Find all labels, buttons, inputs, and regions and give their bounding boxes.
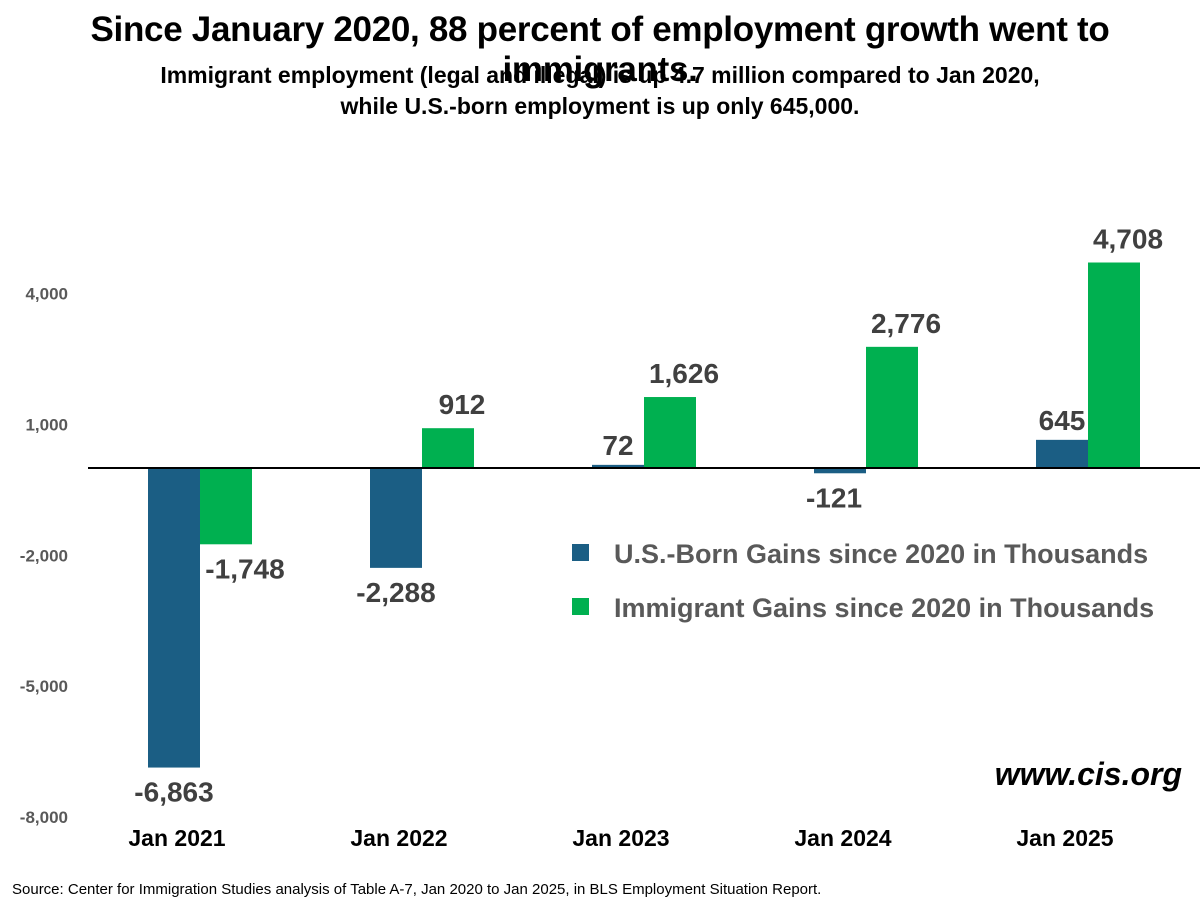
legend-label-immigrant: Immigrant Gains since 2020 in Thousands xyxy=(614,593,1154,623)
x-tick-label: Jan 2023 xyxy=(572,825,669,851)
legend-label-us-born: U.S.-Born Gains since 2020 in Thousands xyxy=(614,539,1148,569)
immigrant-data-label: 912 xyxy=(439,389,486,420)
us-born-bar xyxy=(370,468,422,568)
x-tick-label: Jan 2021 xyxy=(128,825,225,851)
us-born-data-label: 72 xyxy=(602,430,633,461)
immigrant-data-label: 4,708 xyxy=(1093,224,1163,255)
y-tick-label: -5,000 xyxy=(20,677,68,696)
y-tick-label: 4,000 xyxy=(25,284,68,303)
immigrant-bar xyxy=(866,346,918,468)
us-born-bar xyxy=(148,468,200,768)
x-tick-label: Jan 2024 xyxy=(794,825,891,851)
us-born-data-label: -2,288 xyxy=(356,577,435,608)
legend-swatch-immigrant xyxy=(572,598,589,615)
legend-swatch-us-born xyxy=(572,544,589,561)
us-born-bar xyxy=(814,468,866,474)
us-born-data-label: -6,863 xyxy=(134,777,213,808)
immigrant-data-label: -1,748 xyxy=(205,553,284,584)
immigrant-bar xyxy=(422,428,474,468)
y-tick-label: -8,000 xyxy=(20,808,68,827)
us-born-bar xyxy=(1036,439,1088,468)
immigrant-bar xyxy=(200,468,252,545)
immigrant-data-label: 2,776 xyxy=(871,308,941,339)
chart-subtitle-line-1: Immigrant employment (legal and illegal)… xyxy=(160,62,1040,88)
us-born-data-label: -121 xyxy=(806,482,862,513)
x-tick-label: Jan 2025 xyxy=(1016,825,1113,851)
us-born-bar xyxy=(592,464,644,468)
y-tick-label: -2,000 xyxy=(20,546,68,565)
y-tick-label: 1,000 xyxy=(25,415,68,434)
x-tick-label: Jan 2022 xyxy=(350,825,447,851)
source-note: Source: Center for Immigration Studies a… xyxy=(12,881,822,898)
chart-subtitle-line-2: while U.S.-born employment is up only 64… xyxy=(340,93,860,119)
immigrant-bar xyxy=(1088,262,1140,468)
website-watermark: www.cis.org xyxy=(994,756,1182,792)
immigrant-data-label: 1,626 xyxy=(649,358,719,389)
chart-title: Since January 2020, 88 percent of employ… xyxy=(90,10,1110,89)
us-born-data-label: 645 xyxy=(1039,405,1086,436)
immigrant-bar xyxy=(644,397,696,468)
